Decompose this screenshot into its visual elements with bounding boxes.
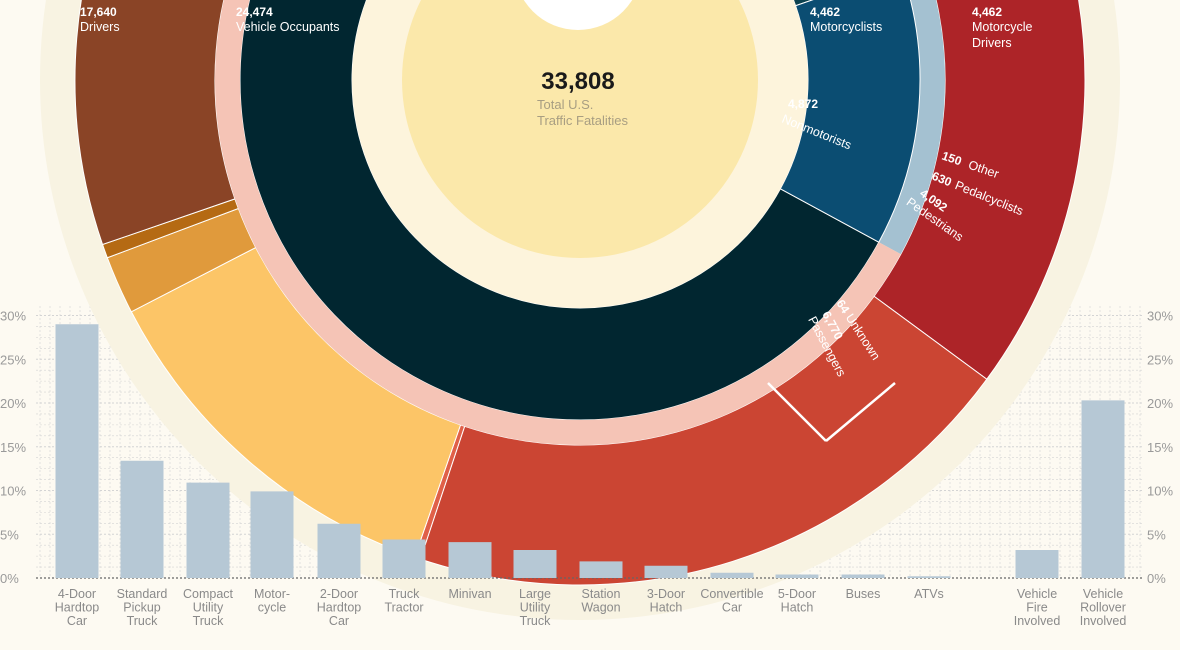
x-tick-label: Car bbox=[67, 614, 87, 628]
bar bbox=[120, 460, 164, 578]
x-tick-label: 3-Door bbox=[647, 587, 685, 601]
x-tick-label: Minivan bbox=[448, 587, 491, 601]
x-tick-label: Hatch bbox=[650, 601, 683, 615]
x-tick-label: Motor- bbox=[254, 587, 290, 601]
y-tick-label-left: 10% bbox=[0, 484, 26, 499]
pointer-line bbox=[767, 382, 827, 442]
y-tick-label-left: 30% bbox=[0, 309, 26, 324]
x-tick-label: Involved bbox=[1014, 614, 1061, 628]
drivers-value: 17,640 bbox=[80, 5, 117, 19]
x-tick-label: Truck bbox=[520, 614, 552, 628]
motorcyclists-value: 4,462 bbox=[810, 5, 840, 19]
bar bbox=[1081, 400, 1125, 578]
x-tick-label: Station bbox=[582, 587, 621, 601]
vehicle-occupants-label: Vehicle Occupants bbox=[236, 20, 340, 34]
x-tick-label: ATVs bbox=[914, 587, 944, 601]
x-tick-label: Standard bbox=[117, 587, 168, 601]
y-tick-label-right: 5% bbox=[1147, 527, 1166, 542]
outer-ring bbox=[74, 0, 1086, 586]
x-tick-label: Pickup bbox=[123, 601, 161, 615]
x-tick-label: Tractor bbox=[384, 601, 423, 615]
x-tick-label: Car bbox=[722, 601, 742, 615]
y-tick-label-right: 0% bbox=[1147, 571, 1166, 586]
ring-band-motorcyclists bbox=[878, 0, 946, 255]
bar bbox=[775, 574, 819, 578]
x-tick-label: Buses bbox=[846, 587, 881, 601]
x-tick-label: 4-Door bbox=[58, 587, 96, 601]
y-tick-label-left: 0% bbox=[0, 571, 19, 586]
x-tick-label: cycle bbox=[258, 601, 287, 615]
total-label-line1: Total U.S. bbox=[537, 97, 593, 112]
bar bbox=[644, 565, 688, 578]
bar bbox=[579, 561, 623, 578]
motorcycle-drivers-value: 4,462 bbox=[972, 5, 1002, 19]
bar bbox=[448, 542, 492, 578]
bar bbox=[382, 539, 426, 578]
total-value: 33,808 bbox=[541, 68, 614, 95]
x-tick-label: Truck bbox=[389, 587, 421, 601]
x-tick-label: Hardtop bbox=[55, 601, 100, 615]
center-hole bbox=[523, 0, 633, 30]
bar bbox=[710, 572, 754, 578]
motorcycle-drivers-label-line2: Drivers bbox=[972, 36, 1012, 50]
other-value: 150 bbox=[940, 149, 964, 169]
motorcycle-drivers-label-line1: Motorcycle bbox=[972, 20, 1032, 34]
motorcyclists-label: Motorcyclists bbox=[810, 20, 882, 34]
x-tick-label: Convertible bbox=[700, 587, 763, 601]
pointer-line bbox=[825, 382, 896, 442]
x-tick-label: Wagon bbox=[581, 601, 620, 615]
bar-chart-bars: 0% 0% 5% 5% 10% 10% 15% 15% 20% 20% 25% 25% 30% 30% 4-… bbox=[0, 309, 1173, 629]
x-tick-label: Involved bbox=[1080, 614, 1127, 628]
x-tick-label: Car bbox=[329, 614, 349, 628]
x-tick-label: Truck bbox=[127, 614, 159, 628]
x-tick-label: Compact bbox=[183, 587, 234, 601]
x-tick-label: 2-Door bbox=[320, 587, 358, 601]
x-tick-label: Truck bbox=[193, 614, 225, 628]
ring-slice-drivers bbox=[873, 0, 1086, 380]
y-tick-label-left: 15% bbox=[0, 440, 26, 455]
y-tick-label-right: 20% bbox=[1147, 396, 1173, 411]
y-tick-label-left: 5% bbox=[0, 527, 19, 542]
x-tick-label: Vehicle bbox=[1017, 587, 1057, 601]
nonmotorists-value: 4,872 bbox=[788, 97, 818, 111]
center-disc bbox=[402, 0, 758, 258]
drivers-label: Drivers bbox=[80, 20, 120, 34]
y-tick-label-right: 10% bbox=[1147, 484, 1173, 499]
bar bbox=[317, 523, 361, 578]
x-tick-label: Hatch bbox=[781, 601, 814, 615]
x-tick-label: Utility bbox=[193, 601, 224, 615]
x-tick-label: Rollover bbox=[1080, 601, 1126, 615]
x-tick-label: 5-Door bbox=[778, 587, 816, 601]
x-tick-label: Hardtop bbox=[317, 601, 362, 615]
bar bbox=[841, 574, 885, 578]
x-tick-label: Large bbox=[519, 587, 551, 601]
bar bbox=[55, 324, 99, 578]
y-tick-label-right: 15% bbox=[1147, 440, 1173, 455]
y-tick-label-right: 30% bbox=[1147, 309, 1173, 324]
bar bbox=[186, 482, 230, 578]
y-tick-label-right: 25% bbox=[1147, 352, 1173, 367]
bar bbox=[250, 491, 294, 578]
y-tick-label-left: 20% bbox=[0, 396, 26, 411]
vehicle-occupants-value: 24,474 bbox=[236, 5, 273, 19]
y-tick-label-left: 25% bbox=[0, 352, 26, 367]
total-label-line2: Traffic Fatalities bbox=[537, 113, 629, 128]
x-tick-label: Fire bbox=[1026, 601, 1048, 615]
bar bbox=[513, 550, 557, 578]
bar bbox=[1015, 550, 1059, 578]
x-tick-label: Vehicle bbox=[1083, 587, 1123, 601]
bar bbox=[907, 576, 951, 578]
x-tick-label: Utility bbox=[520, 601, 551, 615]
